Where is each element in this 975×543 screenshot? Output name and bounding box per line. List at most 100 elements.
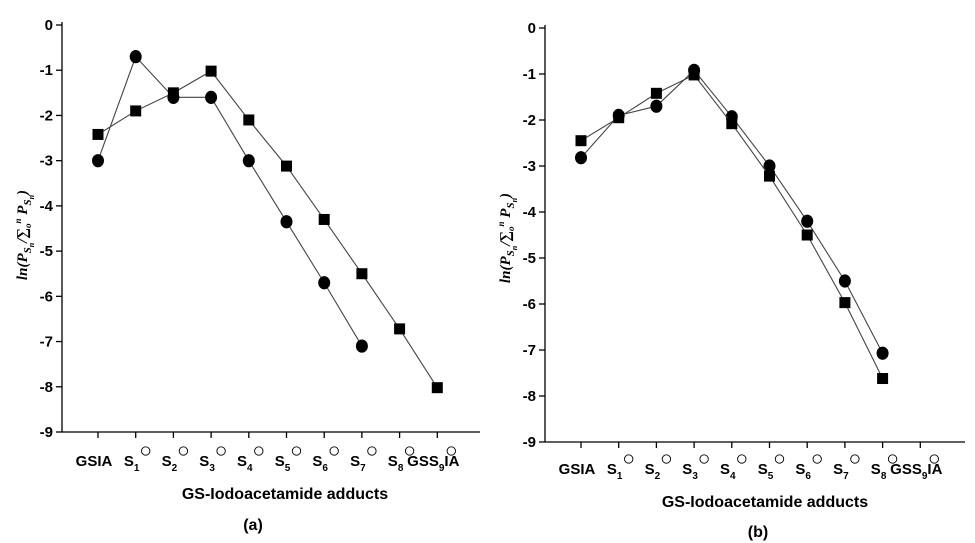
y-tick-label: -1: [40, 62, 53, 79]
x-tick-label-subscript: 1: [617, 471, 623, 482]
radical-circle-icon: [699, 454, 709, 464]
radical-circle-icon: [254, 446, 264, 456]
x-tick-label-subscript: 3: [692, 471, 698, 482]
data-point-circle: [801, 214, 814, 228]
x-tick-label-main: GSS: [407, 453, 439, 470]
data-point-circle: [280, 215, 293, 229]
x-axis-label: GS-Iodoacetamide adducts: [182, 486, 388, 503]
x-tick-label-subscript: 6: [322, 463, 328, 474]
data-point-square: [877, 373, 889, 385]
data-point-square: [575, 135, 587, 147]
panel-label: (a): [243, 517, 263, 534]
x-tick-label: S3: [199, 453, 215, 474]
x-tick-label: S5: [758, 461, 774, 482]
radical-circle-icon: [774, 454, 785, 464]
x-tick-label-main: S: [312, 453, 322, 470]
radical-circle-icon: [661, 454, 672, 464]
radical-circle-icon: [624, 454, 634, 464]
y-tick-label: -4: [40, 198, 54, 215]
series-line-circle: [97, 55, 363, 347]
y-tick-label: -2: [523, 112, 536, 129]
x-tick-label-main: S: [275, 453, 285, 470]
x-tick-label-main: S: [758, 461, 768, 478]
x-tick-label-subscript: 2: [655, 471, 661, 482]
data-point-square: [726, 118, 738, 130]
y-tick-label: -7: [40, 334, 53, 351]
x-tick-label-subscript: 5: [768, 471, 774, 482]
x-tick-label-subscript: 6: [805, 471, 811, 482]
x-tick-label-subscript: 8: [881, 471, 887, 482]
y-tick-label: -3: [523, 158, 536, 175]
x-tick-label-subscript: 8: [398, 463, 404, 474]
x-tick-label: GSIA: [76, 453, 113, 470]
data-point-circle: [763, 159, 776, 173]
x-tick-label: S5: [275, 453, 291, 474]
y-tick-label: -2: [40, 107, 53, 124]
data-point-square: [394, 323, 406, 335]
x-tick-label-main: S: [645, 461, 655, 478]
data-point-square: [356, 268, 368, 280]
x-tick-label: S8: [388, 453, 404, 474]
data-point-square: [839, 297, 851, 309]
x-tick-label: S4: [720, 461, 736, 482]
x-tick-label-main: S: [124, 453, 134, 470]
y-tick-label: -5: [523, 250, 536, 267]
y-tick-label: 0: [528, 20, 536, 37]
x-tick-label-main: S: [795, 461, 805, 478]
y-axis-label: ln(PSn/∑on PSn): [496, 193, 519, 283]
y-tick-label: -5: [40, 243, 53, 260]
x-tick-label-subscript: 7: [360, 463, 366, 474]
panel-label: (b): [748, 524, 768, 541]
x-tick-label-main: GSIA: [76, 453, 113, 470]
x-tick-label-main: S: [720, 461, 730, 478]
x-tick-label-subscript: 9: [439, 463, 445, 474]
x-tick-label-main: S: [199, 453, 209, 470]
data-point-square: [130, 105, 142, 117]
y-tick-label: -4: [523, 204, 537, 221]
radical-circle-icon: [812, 454, 822, 464]
x-tick-label: S6: [312, 453, 328, 474]
x-tick-label-subscript: 1: [134, 463, 140, 474]
x-tick-label-main: S: [607, 461, 617, 478]
y-tick-label: -7: [523, 342, 536, 359]
x-tick-label-subscript: 2: [172, 463, 178, 474]
x-tick-label-main: S: [833, 461, 843, 478]
y-tick-label: -9: [523, 434, 536, 451]
x-tick-label: S2: [645, 461, 661, 482]
data-point-circle: [205, 90, 218, 104]
x-tick-label: GSS9IA: [407, 453, 459, 474]
x-tick-label-main: S: [237, 453, 247, 470]
radical-circle-icon: [850, 454, 860, 464]
data-point-circle: [876, 346, 889, 360]
x-tick-label-main: S: [871, 461, 881, 478]
data-point-square: [281, 160, 292, 172]
radical-circle-icon: [737, 454, 747, 464]
data-point-square: [801, 229, 813, 241]
x-tick-label-main: GSIA: [559, 461, 596, 478]
x-tick-label-subscript: 7: [843, 471, 849, 482]
series-line-square: [97, 70, 438, 388]
radical-circle-icon: [446, 446, 456, 456]
x-tick-label: S7: [833, 461, 849, 482]
data-point-circle: [242, 154, 255, 168]
radical-circle-icon: [216, 446, 226, 456]
data-point-square: [431, 382, 443, 394]
x-tick-label: S8: [871, 461, 887, 482]
x-tick-label: S7: [350, 453, 366, 474]
y-tick-label: -8: [523, 388, 536, 405]
y-tick-label: -9: [40, 424, 53, 441]
x-tick-label: S1: [124, 453, 140, 474]
x-tick-label: S4: [237, 453, 253, 474]
radical-circle-icon: [178, 446, 189, 456]
radical-circle-icon: [291, 446, 302, 456]
data-point-square: [650, 87, 662, 99]
radical-circle-icon: [404, 446, 415, 456]
x-tick-label: GSS9IA: [890, 461, 942, 482]
x-tick-label: S2: [162, 453, 178, 474]
x-tick-label-subscript: 5: [285, 463, 291, 474]
data-point-square: [318, 213, 330, 225]
x-tick-label-subscript: 4: [247, 463, 253, 474]
